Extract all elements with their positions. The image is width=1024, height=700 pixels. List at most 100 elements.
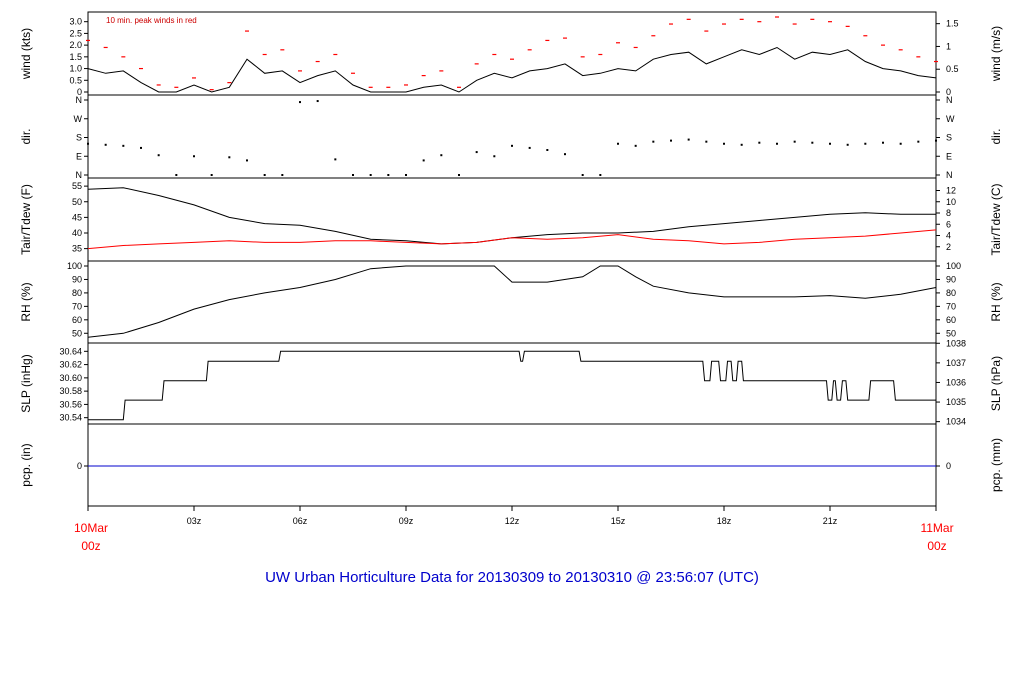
wind-rtick-label: 1.5 xyxy=(946,19,959,29)
slp-rtick-label: 1038 xyxy=(946,338,966,348)
dir-point xyxy=(299,101,301,104)
rh-ylabel-left: RH (%) xyxy=(19,282,33,321)
slp-rtick-label: 1035 xyxy=(946,397,966,407)
rh-rtick-label: 90 xyxy=(946,274,956,284)
x-tick-label: 12z xyxy=(505,516,520,526)
temp-ltick-label: 50 xyxy=(72,197,82,207)
chart-title: UW Urban Horticulture Data for 20130309 … xyxy=(265,569,759,586)
pcp-frame xyxy=(87,423,937,507)
dir-point xyxy=(281,174,284,176)
dir-ltick-label: N xyxy=(76,95,83,105)
panel-rh: RH (%) RH (%) 50 60 70 80 90 100 50 60 70 80 90 100 xyxy=(19,260,1003,344)
tdew-line xyxy=(87,229,937,250)
dir-point xyxy=(405,174,407,176)
dir-point xyxy=(246,159,248,162)
x-end-date: 11Mar xyxy=(920,521,953,535)
tair-line xyxy=(87,187,936,245)
x-tick-label: 21z xyxy=(823,516,838,526)
dir-point xyxy=(104,143,107,146)
panel-temp: Tair/Tdew (F) Tair/Tdew (C) 35 40 45 50 55 24 68… xyxy=(19,177,1003,262)
dir-point xyxy=(493,155,496,158)
dir-point xyxy=(758,141,761,144)
dir-rtick-label: N xyxy=(946,95,953,105)
dir-ltick-label: E xyxy=(76,151,82,161)
dir-point xyxy=(793,140,796,143)
dir-point xyxy=(528,146,531,149)
x-tick-label: 06z xyxy=(293,516,308,526)
temp-ltick-label: 35 xyxy=(72,244,82,254)
pcp-ylabel-right: pcp. (mm) xyxy=(989,438,1003,492)
dir-point xyxy=(581,174,584,176)
dir-point xyxy=(334,158,337,161)
dir-point xyxy=(157,154,160,157)
wind-ltick-label: 1.0 xyxy=(69,64,82,74)
slp-ylabel-left: SLP (inHg) xyxy=(19,354,33,412)
wind-ltick-label: 2.0 xyxy=(69,40,82,50)
slp-ltick-label: 30.60 xyxy=(59,373,82,383)
wind-ltick-label: 2.5 xyxy=(69,28,82,38)
rh-rtick-label: 70 xyxy=(946,301,956,311)
x-end-hour: 00z xyxy=(927,539,946,553)
dir-point xyxy=(652,140,655,143)
panel-slp: SLP (inHg) SLP (hPa) 30.54 30.56 30.58 30.60 3… xyxy=(19,338,1003,426)
temp-ylabel-left: Tair/Tdew (F) xyxy=(19,184,33,255)
slp-ltick-label: 30.54 xyxy=(59,413,82,423)
temp-rtick-label: 10 xyxy=(946,197,956,207)
temp-rtick-label: 12 xyxy=(946,186,956,196)
temp-rtick-label: 6 xyxy=(946,219,951,229)
slp-frame xyxy=(87,342,937,425)
slp-ylabel-right: SLP (hPa) xyxy=(989,356,1003,411)
slp-ltick-label: 30.62 xyxy=(59,360,82,370)
temp-rtick-label: 2 xyxy=(946,242,951,252)
dir-rtick-label: S xyxy=(946,133,952,143)
pcp-rtick-label: 0 xyxy=(946,461,951,471)
dir-point xyxy=(723,142,725,145)
rh-rtick-label: 100 xyxy=(946,261,961,271)
x-tick-label: 15z xyxy=(611,516,626,526)
slp-line xyxy=(88,350,936,421)
dir-point xyxy=(776,142,778,145)
dir-point xyxy=(617,142,619,145)
dir-rtick-label: N xyxy=(946,170,953,180)
dir-ltick-label: N xyxy=(76,170,83,180)
dir-point xyxy=(846,143,849,146)
dir-point xyxy=(935,139,937,142)
slp-ltick-label: 30.56 xyxy=(59,399,82,409)
rh-ltick-label: 80 xyxy=(72,288,82,298)
panels: wind (kts) wind (m/s)00.51.01.52.02.53.00… xyxy=(19,11,1003,507)
dir-point xyxy=(387,174,390,176)
slp-rtick-label: 1036 xyxy=(946,377,966,387)
rh-ltick-label: 100 xyxy=(67,261,82,271)
dir-point xyxy=(829,142,831,145)
temp-ltick-label: 45 xyxy=(72,212,82,222)
rh-rtick-label: 50 xyxy=(946,328,956,338)
dir-rtick-label: E xyxy=(946,151,952,161)
temp-ylabel-right: Tair/Tdew (C) xyxy=(989,183,1003,255)
dir-point xyxy=(599,174,602,176)
x-start-date: 10Mar xyxy=(74,521,108,535)
rh-frame xyxy=(87,260,937,344)
dir-point xyxy=(811,141,814,144)
panel-pcp: pcp. (in) pcp. (mm) 0 0 xyxy=(19,423,1003,507)
slp-rtick-label: 1034 xyxy=(946,417,966,427)
dir-point xyxy=(210,174,213,176)
peak-winds-note: 10 min. peak winds in red xyxy=(106,16,197,25)
rh-rtick-label: 80 xyxy=(946,288,956,298)
temp-rtick-label: 8 xyxy=(946,208,951,218)
dir-point xyxy=(122,144,125,147)
dir-point xyxy=(705,140,708,143)
dir-point xyxy=(175,174,178,176)
wind-ylabel-right: wind (m/s) xyxy=(989,26,1003,82)
x-tick-label: 09z xyxy=(399,516,414,526)
wind-rtick-label: 1 xyxy=(946,41,951,51)
dir-point xyxy=(140,146,142,149)
rh-rtick-label: 60 xyxy=(946,315,956,325)
dir-point xyxy=(263,174,266,176)
pcp-ltick-label: 0 xyxy=(77,461,82,471)
dir-point xyxy=(740,143,743,146)
dir-ylabel-right: dir. xyxy=(989,128,1003,144)
dir-point xyxy=(475,151,478,154)
dir-ltick-label: S xyxy=(76,133,82,143)
